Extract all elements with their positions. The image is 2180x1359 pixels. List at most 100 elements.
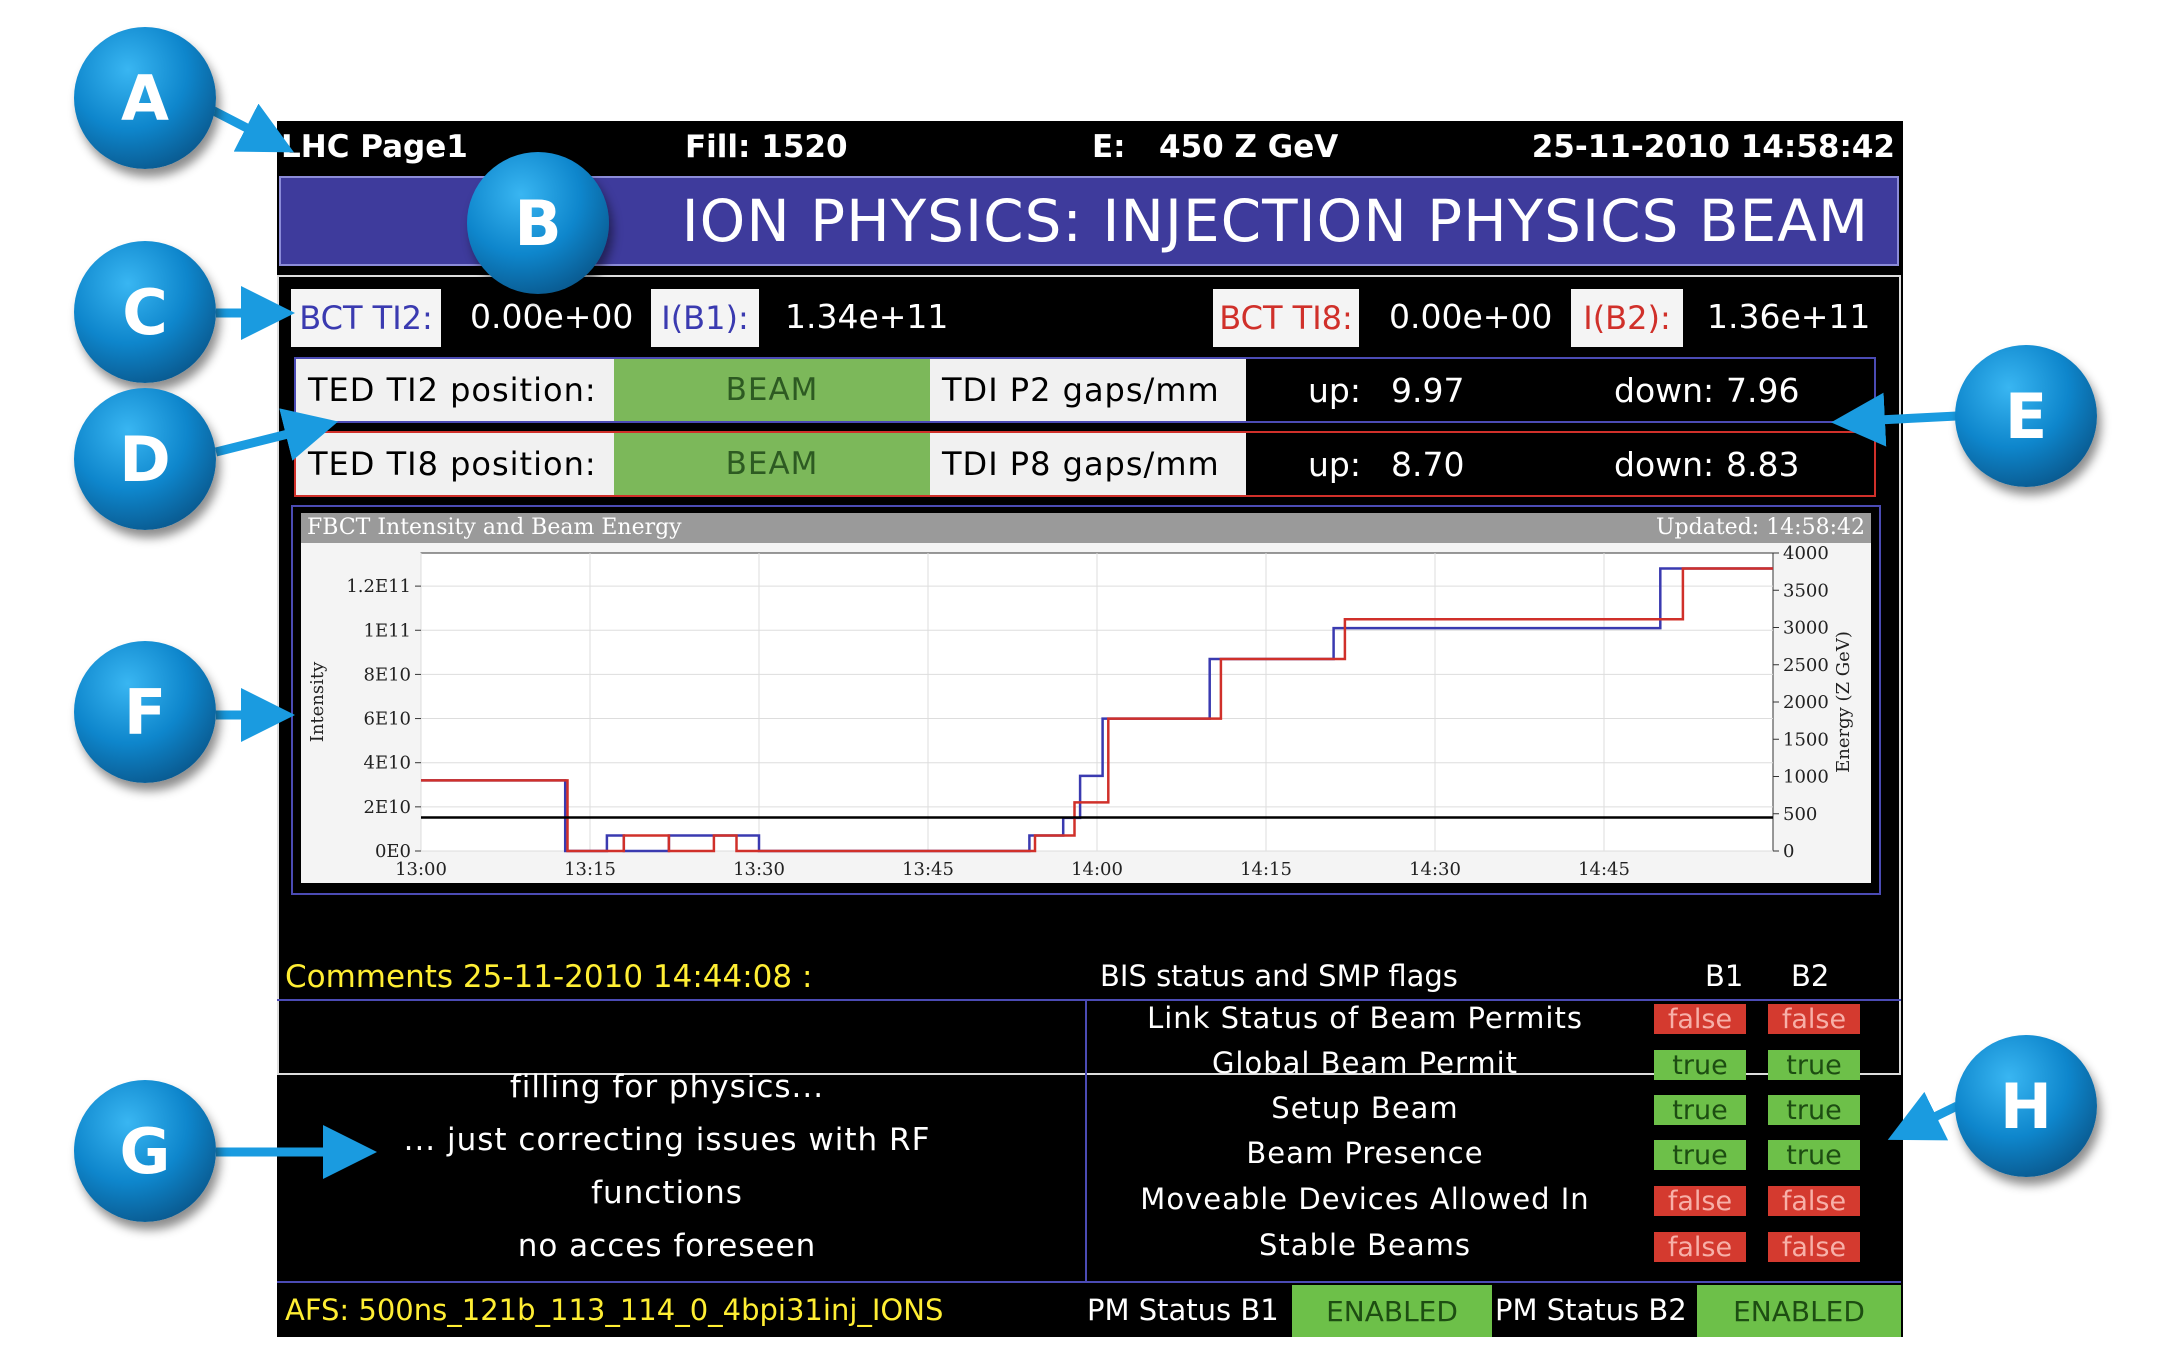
flag-b1: false <box>1654 1186 1746 1217</box>
arrow-d <box>214 408 339 461</box>
datetime: 25-11-2010 14:58:42 <box>1531 129 1895 165</box>
ib1-label: I(B1): <box>651 289 759 347</box>
ted-status: BEAM <box>614 433 930 495</box>
up-label: up: <box>1308 371 1361 410</box>
pm-b2-label: PM Status B2 <box>1495 1293 1687 1327</box>
flag-b1: true <box>1654 1095 1746 1126</box>
bis-row-label: Beam Presence <box>1246 1136 1484 1170</box>
y2-tick-label: 4000 <box>1783 543 1829 564</box>
flag-b2: true <box>1768 1140 1860 1171</box>
y-tick-label: 0E0 <box>375 841 411 862</box>
callout-d: D <box>74 388 216 530</box>
flag-b2: true <box>1768 1050 1860 1081</box>
energy-value: 450 Z GeV <box>1159 129 1339 165</box>
bct-ti8-value: 0.00e+00 <box>1389 297 1553 336</box>
x-tick-label: 14:30 <box>1409 859 1461 880</box>
divider-h <box>277 999 1901 1001</box>
ted-label: TED TI8 position: <box>296 433 614 495</box>
y-tick-label: 2E10 <box>364 797 412 818</box>
divider-v <box>1085 999 1087 1281</box>
down-label: down: <box>1614 371 1715 410</box>
ib1-value: 1.34e+11 <box>785 297 949 336</box>
fill-number: Fill: 1520 <box>685 129 848 165</box>
up-value: 9.97 <box>1391 371 1465 410</box>
chart-updated: Updated: 14:58:42 <box>1656 515 1865 540</box>
page-name: LHC Page1 <box>281 129 468 165</box>
bct-ti8-label: BCT TI8: <box>1213 289 1359 347</box>
divider-footer <box>277 1281 1901 1283</box>
tdi-label: TDI P8 gaps/mm <box>930 433 1246 495</box>
bis-row-label: Global Beam Permit <box>1211 1046 1519 1080</box>
y2-axis-label: Energy (Z GeV) <box>1833 631 1854 773</box>
ib2-label: I(B2): <box>1571 289 1683 347</box>
callout-g: G <box>74 1080 216 1222</box>
x-tick-label: 13:00 <box>395 859 447 880</box>
ib2-value: 1.36e+11 <box>1707 297 1871 336</box>
y-tick-label: 1.2E11 <box>346 576 411 597</box>
y2-tick-label: 1000 <box>1783 767 1829 788</box>
pm-b1-status: ENABLED <box>1292 1285 1492 1337</box>
up-value: 8.70 <box>1391 445 1465 484</box>
y-tick-label: 8E10 <box>364 664 412 685</box>
callout-b: B <box>467 152 609 294</box>
bis-header: BIS status and SMP flags <box>1100 959 1458 993</box>
y2-tick-label: 1500 <box>1783 729 1829 750</box>
bct-ti2-value: 0.00e+00 <box>470 297 634 336</box>
comment-line: ... just correcting issues with RF <box>403 1122 931 1158</box>
tdi-label: TDI P2 gaps/mm <box>930 359 1246 421</box>
callout-a: A <box>74 27 216 169</box>
flag-b2: false <box>1768 1186 1860 1217</box>
callout-e: E <box>1955 345 2097 487</box>
x-tick-label: 13:45 <box>902 859 954 880</box>
comment-line: functions <box>591 1175 743 1211</box>
flag-b1: false <box>1654 1004 1746 1035</box>
callout-c: C <box>74 241 216 383</box>
y-tick-label: 4E10 <box>364 753 412 774</box>
b2-intensity-line <box>421 567 1773 853</box>
y2-tick-label: 3500 <box>1783 580 1829 601</box>
flag-b2: false <box>1768 1004 1860 1035</box>
bis-col-b1: B1 <box>1705 959 1744 993</box>
flag-b2: true <box>1768 1095 1860 1126</box>
afs-label: AFS: 500ns_121b_113_114_0_4bpi31inj_IONS <box>285 1293 944 1327</box>
chart-title: FBCT Intensity and Beam Energy <box>307 515 682 540</box>
arrow-e <box>1831 392 1958 447</box>
main-frame <box>277 275 1901 1075</box>
y-axis-label: Intensity <box>307 661 328 742</box>
comments-header: Comments 25-11-2010 14:44:08 : <box>285 959 813 995</box>
x-tick-label: 14:45 <box>1578 859 1630 880</box>
x-tick-label: 13:30 <box>733 859 785 880</box>
pm-b2-status: ENABLED <box>1697 1285 1901 1337</box>
bis-row-label: Link Status of Beam Permits <box>1147 1001 1583 1035</box>
ted-status: BEAM <box>614 359 930 421</box>
down-value: 7.96 <box>1726 371 1800 410</box>
down-label: down: <box>1614 445 1715 484</box>
flag-b1: false <box>1654 1232 1746 1263</box>
comment-line: no acces foreseen <box>517 1228 817 1264</box>
chart-header: FBCT Intensity and Beam Energy Updated: … <box>301 513 1871 543</box>
callout-h: H <box>1955 1035 2097 1177</box>
y2-tick-label: 2500 <box>1783 655 1829 676</box>
bct-ti2-label: BCT TI2: <box>291 289 441 347</box>
y2-tick-label: 0 <box>1783 841 1794 862</box>
arrow-a <box>209 103 294 153</box>
x-tick-label: 14:15 <box>1240 859 1292 880</box>
y-tick-label: 6E10 <box>364 709 412 730</box>
pm-b1-label: PM Status B1 <box>1087 1293 1279 1327</box>
energy-label: E: <box>1092 129 1126 165</box>
ted-label: TED TI2 position: <box>296 359 614 421</box>
up-label: up: <box>1308 445 1361 484</box>
callout-f: F <box>74 641 216 783</box>
fbct-chart-panel: FBCT Intensity and Beam Energy Updated: … <box>291 505 1881 895</box>
y2-tick-label: 2000 <box>1783 692 1829 713</box>
bis-row-label: Setup Beam <box>1271 1091 1459 1125</box>
y2-tick-label: 500 <box>1783 804 1817 825</box>
arrow-h <box>1887 1091 1959 1141</box>
bis-col-b2: B2 <box>1791 959 1830 993</box>
down-value: 8.83 <box>1726 445 1800 484</box>
y2-tick-label: 3000 <box>1783 618 1829 639</box>
flag-b1: true <box>1654 1050 1746 1081</box>
ted-ti2-row: TED TI2 position: BEAM TDI P2 gaps/mm up… <box>294 357 1876 423</box>
bis-row-label: Moveable Devices Allowed In <box>1140 1182 1590 1216</box>
